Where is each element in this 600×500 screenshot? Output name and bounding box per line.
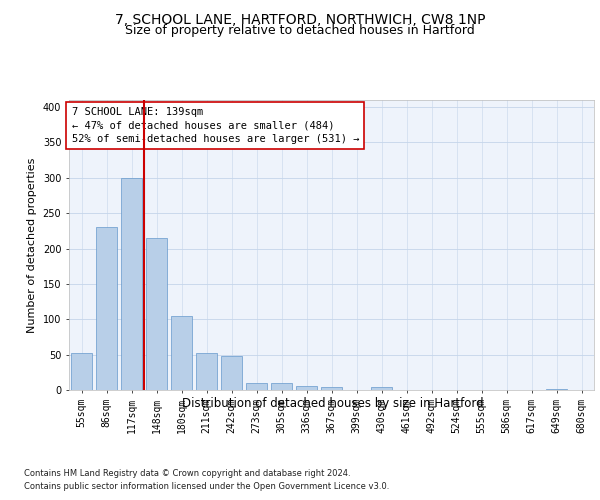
Bar: [321, 387, 342, 390]
Bar: [371, 387, 392, 390]
Bar: [246, 383, 267, 390]
Bar: [121, 178, 142, 390]
Bar: [271, 383, 292, 390]
Bar: [546, 388, 567, 390]
Text: Size of property relative to detached houses in Hartford: Size of property relative to detached ho…: [125, 24, 475, 37]
Bar: [221, 356, 242, 390]
Text: 7 SCHOOL LANE: 139sqm
← 47% of detached houses are smaller (484)
52% of semi-det: 7 SCHOOL LANE: 139sqm ← 47% of detached …: [71, 108, 359, 144]
Bar: [71, 353, 92, 390]
Bar: [96, 226, 117, 390]
Bar: [171, 316, 192, 390]
Text: Contains HM Land Registry data © Crown copyright and database right 2024.: Contains HM Land Registry data © Crown c…: [24, 468, 350, 477]
Bar: [296, 386, 317, 390]
Bar: [196, 353, 217, 390]
Y-axis label: Number of detached properties: Number of detached properties: [27, 158, 37, 332]
Text: 7, SCHOOL LANE, HARTFORD, NORTHWICH, CW8 1NP: 7, SCHOOL LANE, HARTFORD, NORTHWICH, CW8…: [115, 12, 485, 26]
Text: Distribution of detached houses by size in Hartford: Distribution of detached houses by size …: [182, 398, 484, 410]
Bar: [146, 238, 167, 390]
Text: Contains public sector information licensed under the Open Government Licence v3: Contains public sector information licen…: [24, 482, 389, 491]
